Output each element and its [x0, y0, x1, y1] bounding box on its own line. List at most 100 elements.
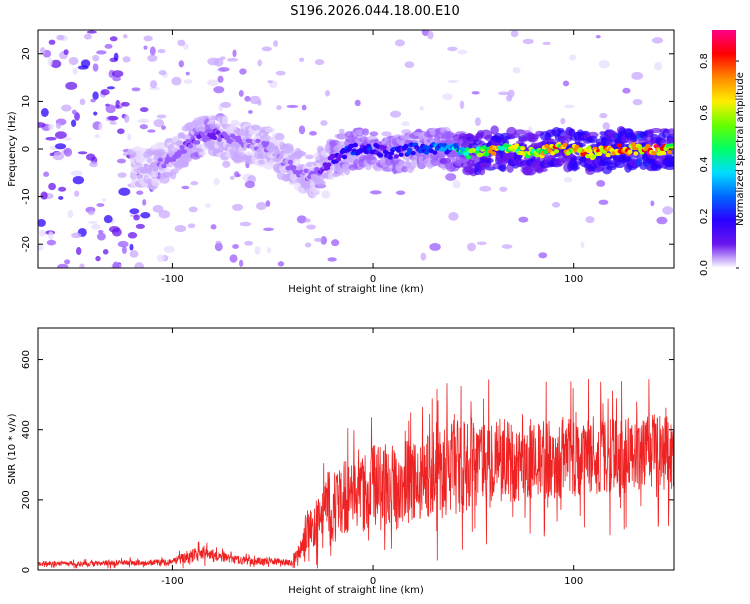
spectrogram-noise-cell — [163, 245, 175, 253]
spectrogram-ridge-cell — [152, 167, 159, 172]
spectrogram-noise-cell — [650, 200, 655, 207]
spectrogram-ridge-cell — [463, 151, 469, 157]
spectrogram-ridge-cell — [393, 154, 399, 159]
spectrogram-ridge-halo — [169, 168, 179, 175]
snr-x-tick-label: 0 — [370, 576, 376, 587]
spectrogram-noise-cell — [213, 86, 225, 94]
spectrogram-ridge-cell — [630, 142, 637, 147]
spectrogram-noise-cell — [92, 91, 99, 100]
spectrogram-noise-cell — [72, 175, 85, 185]
spectrogram-noise-cell — [656, 216, 668, 225]
spectrogram-noise-cell — [103, 215, 113, 224]
spectrogram-ridge-cell — [187, 143, 194, 149]
colorbar-ticks: 0.0 0.2 0.4 0.6 0.8 — [699, 53, 739, 276]
spectrogram-noise-cell — [183, 79, 193, 85]
spectrogram-ridge-cell — [597, 151, 603, 157]
spectrogram-ridge-cell — [175, 153, 182, 158]
spectrogram-noise-cell — [522, 38, 534, 45]
spectrogram-ridge-cell — [303, 168, 309, 173]
spectrogram-noise-cell — [153, 119, 165, 128]
spectrogram-ridge-halo — [161, 167, 171, 173]
spectrogram-y-tick-label: -20 — [21, 236, 32, 252]
spectrogram-ridge-halo — [478, 165, 486, 176]
spectrogram-noise-cell — [50, 59, 62, 69]
spectrogram-ridge-cell — [605, 152, 611, 158]
spectrogram-noise-cell — [74, 112, 80, 121]
spectrogram-noise-cell — [135, 223, 145, 229]
spectrogram-ridge-cell — [279, 150, 285, 156]
spectrogram-noise-cell — [86, 30, 97, 34]
spectrogram-noise-cell — [122, 56, 131, 63]
spectrogram-noise-cell — [113, 52, 119, 61]
spectrogram-ridge-cell — [477, 152, 484, 157]
spectrogram-noise-cell — [160, 125, 167, 130]
snr-y-tick-label: 600 — [21, 350, 32, 369]
spectrogram-x-axis: -100 0 100 — [161, 30, 583, 285]
spectrogram-noise-cell — [602, 122, 610, 131]
spectrogram-ridge-cell — [651, 150, 657, 156]
spectrogram-noise-cell — [48, 231, 54, 241]
spectrogram-noise-cell — [275, 70, 286, 76]
spectrogram-noise-cell — [249, 95, 261, 105]
spectrogram-noise-cell — [55, 122, 62, 129]
spectrogram-noise-cell — [139, 124, 148, 130]
spectrogram-noise-cell — [90, 98, 96, 103]
spectrogram-noise-cell — [134, 262, 145, 268]
snr-x-tick-label: 100 — [564, 576, 583, 587]
spectrogram-noise-cell — [149, 46, 156, 56]
spectrogram-noise-cell — [452, 180, 461, 189]
spectrogram-ridge-cell — [403, 144, 409, 149]
spectrogram-noise-cell — [40, 191, 48, 200]
spectrogram-noise-cell — [267, 80, 273, 84]
spectrogram-noise-cell — [394, 39, 405, 47]
spectrogram-noise-cell — [327, 257, 337, 262]
spectrogram-ridge-cell — [406, 147, 413, 153]
spectrogram-noise-cell — [121, 101, 130, 107]
spectrogram-noise-cell — [158, 70, 167, 76]
spectrogram-ridge-halo — [282, 146, 295, 154]
spectrogram-noise-cell — [466, 242, 476, 252]
spectrogram-noise-cell — [79, 98, 86, 106]
spectrogram-noise-cell — [143, 35, 153, 42]
spectrogram-ridge-cell — [341, 154, 348, 160]
spectrogram-noise-cell — [232, 203, 244, 211]
spectrogram-ridge-cell — [352, 142, 358, 148]
spectrogram-ridge-cell — [544, 144, 550, 149]
colorbar-tick-label: 0.2 — [699, 208, 710, 224]
spectrogram-noise-cell — [127, 231, 138, 239]
spectrogram-noise-cell — [214, 242, 223, 252]
spectrogram-x-tick-label: 100 — [564, 274, 583, 285]
spectrogram-noise-cell — [70, 119, 77, 128]
colorbar: 0.0 0.2 0.4 0.6 0.8 Normalized spectral ampl… — [699, 30, 746, 276]
spectrogram-y-tick-label: -10 — [21, 188, 32, 204]
spectrogram-noise-cell — [419, 105, 424, 111]
spectrogram-ridge-halo — [257, 159, 266, 165]
spectrogram-ridge-halo — [315, 179, 326, 187]
spectrogram-ridge-cell — [553, 149, 560, 154]
spectrogram-ridge-cell — [520, 146, 526, 151]
spectrogram-noise-cell — [68, 56, 79, 66]
spectrogram-noise-cell — [67, 209, 74, 219]
spectrogram-noise-cell — [92, 54, 100, 62]
snr-x-tick-label: -100 — [161, 576, 184, 587]
spectrogram-noise-cell — [96, 232, 106, 241]
spectrogram-noise-cell — [445, 173, 457, 181]
spectrogram-ridge-cell — [208, 129, 214, 134]
spectrogram-ridge-halo — [667, 128, 674, 136]
spectrogram-noise-cell — [232, 244, 239, 249]
spectrogram-noise-cell — [308, 131, 318, 136]
spectrogram-noise-cell — [129, 208, 140, 215]
spectrogram-ridge-cell — [491, 151, 497, 156]
spectrogram-noise-cell — [117, 240, 129, 248]
spectrogram-noise-cell — [261, 46, 272, 52]
spectrogram-ridge-cell — [481, 145, 487, 150]
spectrogram-noise-cell — [91, 223, 101, 230]
spectrogram-ridge-cell — [405, 151, 411, 156]
spectrogram-y-axis: -20 -10 0 10 20 — [21, 47, 674, 252]
spectrogram-noise-cell — [207, 57, 219, 66]
spectrogram-noise-cell — [562, 80, 570, 87]
spectrogram-noise-cell — [313, 237, 323, 243]
spectrogram-y-tick-label: 10 — [21, 95, 32, 108]
spectrogram-ridge-halo — [274, 132, 285, 141]
